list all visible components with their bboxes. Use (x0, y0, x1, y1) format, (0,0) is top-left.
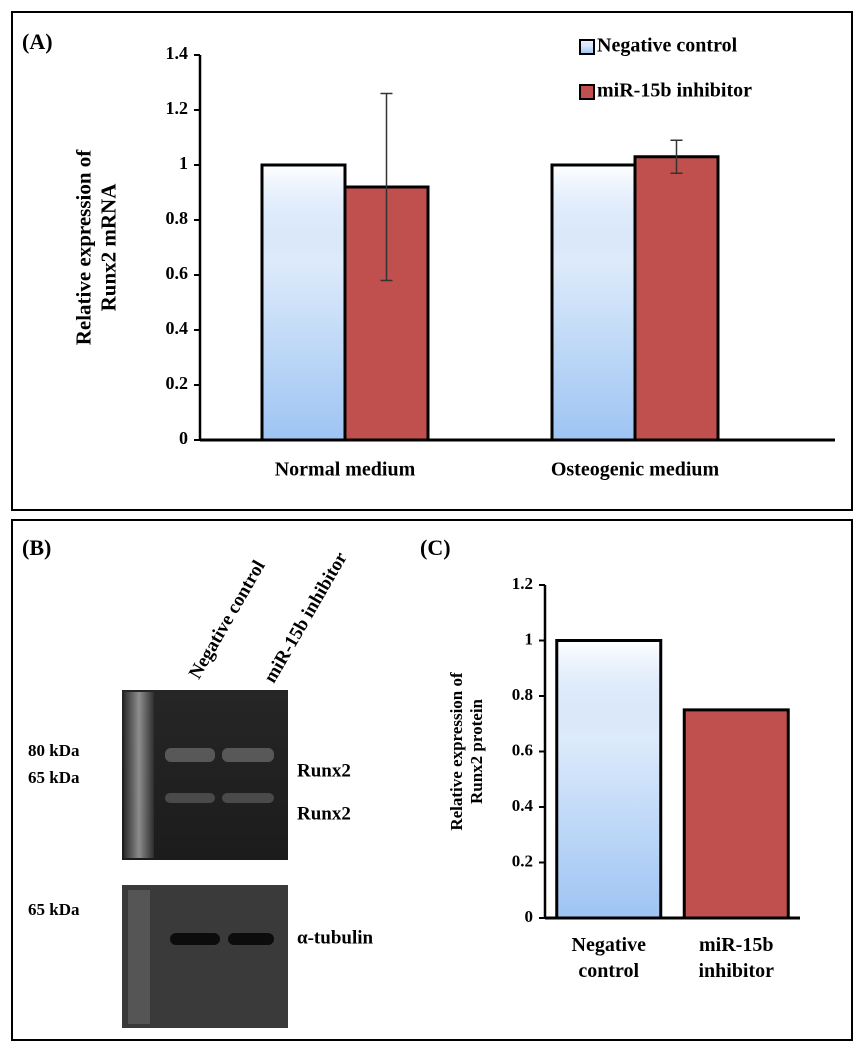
y-tick-label: 0.6 (166, 263, 189, 283)
x-tick-label: Osteogenic medium (551, 459, 720, 481)
bar (555, 639, 663, 920)
error-bar (380, 92, 393, 282)
y-axis-label: Relative expression ofRunx2 mRNA (71, 149, 120, 346)
blot-image (122, 690, 288, 1028)
y-tick-label: 0.4 (166, 318, 189, 338)
y-tick-label: 0.8 (166, 208, 189, 228)
y-axis-label-line: Runx2 mRNA (96, 183, 120, 312)
y-tick-label: 1.4 (166, 43, 189, 63)
legend-swatch (579, 39, 595, 55)
bar (633, 155, 720, 442)
lane-label: miR-15b inhibitor (260, 548, 352, 687)
x-tick-label: Negative control (572, 934, 647, 982)
y-axis-label: Relative expression ofRunx2 protein (447, 672, 486, 831)
legend-swatch (579, 84, 595, 100)
y-tick-label: 0 (179, 428, 188, 448)
y-tick-label: 0.2 (512, 851, 533, 870)
panel-label: (B) (22, 535, 51, 560)
legend-label: miR-15b inhibitor (597, 80, 752, 102)
x-tick-label-line: miR-15b (699, 934, 773, 956)
x-tick-label: Normal medium (275, 459, 416, 481)
marker-label: 65 kDa (28, 768, 80, 787)
y-axis-label-line: Relative expression of (71, 149, 95, 346)
x-tick-label-line: Negative (572, 934, 647, 956)
bar (682, 708, 790, 920)
y-tick-label: 1.2 (512, 574, 533, 593)
band-label: Runx2 (297, 803, 351, 824)
y-axis-label-line: Runx2 protein (467, 698, 486, 804)
x-tick-label-line: control (578, 960, 639, 982)
lane-label: Negative control (185, 557, 270, 683)
y-tick-label: 1 (525, 629, 534, 648)
y-tick-label: 0.6 (512, 740, 533, 759)
band-label: α-tubulin (297, 927, 374, 948)
x-tick-label: miR-15b inhibitor (698, 934, 774, 982)
panel-bc-frame (11, 519, 853, 1041)
band-label: Runx2 (297, 760, 351, 781)
error-bar (670, 139, 683, 174)
y-tick-label: 0.8 (512, 685, 533, 704)
panel-label: (C) (420, 535, 451, 560)
legend-label: Negative control (597, 35, 738, 57)
marker-label: 80 kDa (28, 741, 80, 760)
y-tick-label: 0.4 (512, 796, 534, 815)
y-axis-label-line: Relative expression of (447, 672, 466, 831)
y-tick-label: 1.2 (166, 98, 189, 118)
y-tick-label: 0.2 (166, 373, 189, 393)
panel-a-frame (11, 11, 853, 511)
marker-label: 65 kDa (28, 900, 80, 919)
bar (260, 163, 347, 442)
bar (550, 163, 637, 442)
y-tick-label: 1 (179, 153, 188, 173)
x-tick-label-line: inhibitor (698, 960, 774, 982)
panel-label: (A) (22, 29, 53, 54)
y-tick-label: 0 (525, 907, 534, 926)
